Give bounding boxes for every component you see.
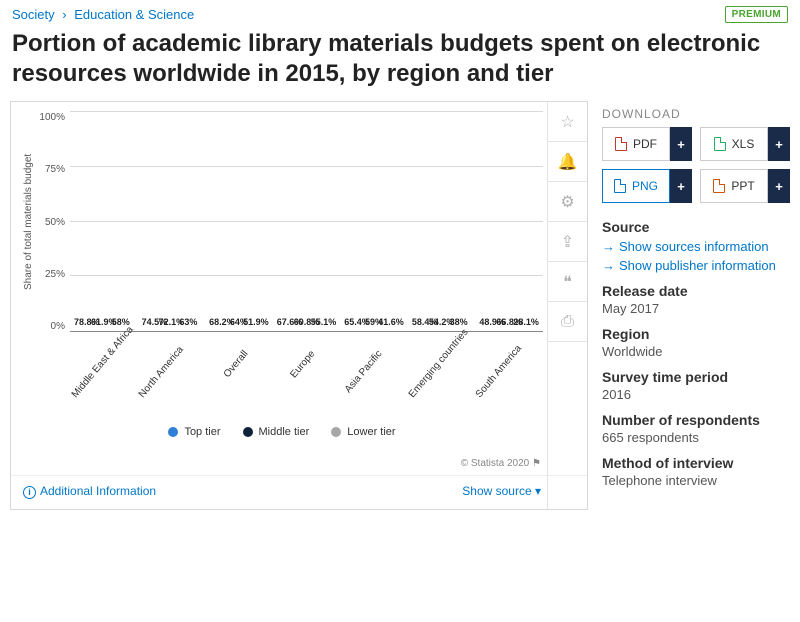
meta-block: Source →Show sources information →Show p… [602, 219, 790, 488]
additional-info-link[interactable]: iAdditional Information [23, 484, 156, 499]
show-source-link[interactable]: Show source ▾ [462, 484, 541, 499]
png-icon [614, 179, 626, 193]
download-png-button[interactable]: PNG [602, 169, 670, 203]
pdf-icon [615, 137, 627, 151]
y-tick: 100% [36, 112, 65, 123]
y-tick: 50% [36, 217, 65, 228]
source-heading: Source [602, 219, 790, 235]
method-value: Telephone interview [602, 473, 790, 488]
x-axis: Middle East & AfricaNorth AmericaOverall… [71, 332, 543, 422]
chart-toolbar: ☆🔔⚙⇪❝⎙ [547, 102, 587, 509]
bar-value-label: 55.1% [311, 317, 337, 327]
y-tick: 25% [36, 269, 65, 280]
bar-value-label: 41.6% [378, 317, 404, 327]
download-label: PPT [731, 179, 754, 193]
bar-value-label: 63% [179, 317, 197, 327]
release-date-heading: Release date [602, 283, 790, 299]
region-heading: Region [602, 326, 790, 342]
print-icon[interactable]: ⎙ [548, 302, 587, 342]
y-axis-label: Share of total materials budget [21, 112, 36, 332]
breadcrumb-parent[interactable]: Society [12, 7, 55, 22]
survey-period-value: 2016 [602, 387, 790, 402]
breadcrumb-child[interactable]: Education & Science [74, 7, 194, 22]
download-ppt-plus[interactable]: + [768, 169, 790, 203]
download-label: XLS [732, 137, 755, 151]
chart-panel: ☆🔔⚙⇪❝⎙ Share of total materials budget 1… [10, 101, 588, 510]
y-tick: 0% [36, 321, 65, 332]
show-publisher-link[interactable]: →Show publisher information [602, 258, 790, 273]
download-png-plus[interactable]: + [670, 169, 692, 203]
attribution: © Statista 2020 ⚑ [11, 458, 587, 475]
y-axis: 100% 75% 50% 25% 0% [36, 112, 70, 332]
survey-period-heading: Survey time period [602, 369, 790, 385]
download-label: PNG [632, 179, 658, 193]
plot-area: 78.8%61.9%58%74.5%72.1%63%68.2%64%51.9%6… [70, 112, 543, 332]
respondents-heading: Number of respondents [602, 412, 790, 428]
y-tick: 75% [36, 164, 65, 175]
premium-badge: PREMIUM [725, 6, 788, 23]
xls-icon [714, 137, 726, 151]
quote-icon[interactable]: ❝ [548, 262, 587, 302]
download-ppt-button[interactable]: PPT [700, 169, 768, 203]
info-icon: i [23, 486, 36, 499]
show-sources-link[interactable]: →Show sources information [602, 239, 790, 254]
breadcrumb: Society › Education & Science PREMIUM [0, 0, 800, 25]
method-heading: Method of interview [602, 455, 790, 471]
star-icon[interactable]: ☆ [548, 102, 587, 142]
download-pdf-button[interactable]: PDF [602, 127, 670, 161]
download-xls-button[interactable]: XLS [700, 127, 768, 161]
download-xls-plus[interactable]: + [768, 127, 790, 161]
bar-value-label: 38% [450, 317, 468, 327]
download-label: PDF [633, 137, 657, 151]
flag-icon: ⚑ [532, 458, 541, 469]
share-icon[interactable]: ⇪ [548, 222, 587, 262]
chevron-right-icon: › [62, 7, 66, 22]
bar-value-label: 51.9% [243, 317, 269, 327]
arrow-right-icon: → [602, 239, 615, 254]
ppt-icon [713, 179, 725, 193]
legend-swatch [168, 427, 178, 437]
bell-icon[interactable]: 🔔 [548, 142, 587, 182]
respondents-value: 665 respondents [602, 430, 790, 445]
release-date-value: May 2017 [602, 301, 790, 316]
region-value: Worldwide [602, 344, 790, 359]
arrow-right-icon: → [602, 258, 615, 273]
download-pdf-plus[interactable]: + [670, 127, 692, 161]
page-title: Portion of academic library materials bu… [0, 25, 800, 101]
bar-value-label: 28.1% [513, 317, 539, 327]
download-heading: DOWNLOAD [602, 101, 790, 127]
download-buttons: PDF + XLS + PNG + PPT + [602, 127, 790, 203]
settings-icon[interactable]: ⚙ [548, 182, 587, 222]
